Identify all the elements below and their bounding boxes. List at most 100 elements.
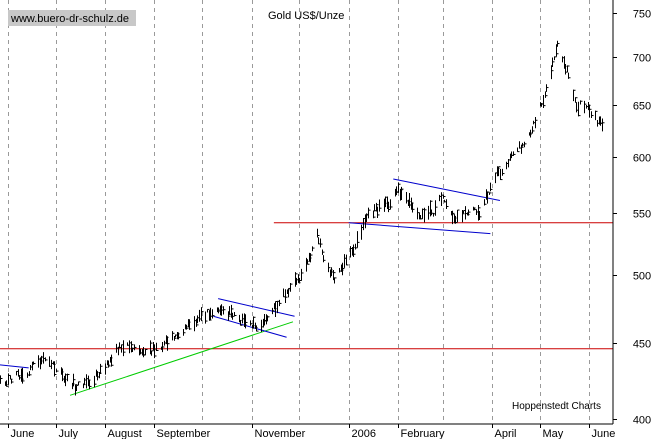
price-bar: [334, 277, 337, 284]
x-tick-label: April: [495, 428, 517, 439]
price-bar: [45, 357, 48, 362]
price-bar: [207, 308, 210, 313]
price-bar: [301, 268, 304, 281]
price-bar: [256, 325, 259, 332]
price-bar: [322, 249, 325, 255]
price-bar: [575, 97, 578, 103]
price-bar: [573, 89, 576, 102]
price-bar: [54, 361, 57, 377]
price-bar: [174, 336, 177, 341]
price-bar: [317, 228, 320, 238]
x-tick-label: July: [59, 428, 79, 439]
price-bar: [172, 331, 175, 341]
trend-line: [218, 298, 295, 317]
price-bar: [532, 126, 535, 134]
price-bar: [545, 91, 548, 98]
price-bar: [285, 289, 288, 304]
trend-line: [348, 222, 491, 235]
price-bar: [474, 207, 477, 211]
price-bar: [111, 354, 114, 367]
price-bar: [342, 262, 345, 276]
price-bar: [89, 379, 92, 390]
price-bar: [234, 312, 237, 317]
y-tick-label: 700: [633, 53, 651, 65]
price-bar: [11, 378, 14, 384]
price-bar: [178, 332, 181, 340]
price-bar: [377, 206, 380, 218]
trend-line: [69, 321, 294, 396]
price-bar: [105, 363, 108, 375]
price-bar: [183, 329, 186, 336]
price-bar: [353, 244, 356, 257]
price-bar: [240, 320, 243, 326]
price-bar: [272, 307, 275, 315]
price-bar: [162, 342, 165, 353]
price-bar: [398, 182, 401, 193]
price-bar: [312, 246, 315, 252]
price-bar: [552, 57, 555, 68]
price-bar: [154, 344, 157, 359]
x-tick-label: September: [157, 428, 211, 439]
price-bar: [328, 262, 331, 273]
price-bar: [567, 65, 570, 73]
price-bar: [250, 320, 253, 326]
price-bar: [131, 341, 134, 353]
price-bar: [323, 255, 326, 263]
price-bar: [134, 344, 137, 351]
price-bar: [490, 182, 493, 192]
trend-line: [393, 178, 501, 201]
price-bar: [267, 315, 270, 322]
price-bar: [513, 151, 516, 156]
price-bar: [595, 110, 598, 121]
price-bar: [333, 270, 336, 281]
x-axis-ticks: June July August September November 2006 Febru…: [8, 424, 615, 439]
price-bar: [412, 202, 415, 213]
x-tick-label: June: [11, 428, 35, 439]
price-bar: [379, 199, 382, 212]
price-bar: [468, 209, 471, 216]
price-bar: [189, 319, 192, 330]
price-bar: [320, 238, 323, 248]
price-bar: [357, 231, 360, 248]
price-bar: [186, 324, 189, 330]
x-tick-label: 2006: [352, 428, 376, 439]
x-tick-label: February: [401, 428, 446, 439]
price-bar: [500, 168, 503, 181]
price-bar: [196, 318, 199, 327]
y-tick-label: 500: [633, 271, 651, 283]
trend-lines: [0, 178, 613, 396]
price-bar: [73, 373, 76, 387]
price-bar: [455, 215, 458, 224]
price-bar: [487, 191, 490, 204]
price-bar: [521, 144, 524, 154]
price-bar: [346, 254, 349, 266]
price-bars: [0, 40, 605, 396]
price-bar: [279, 299, 282, 307]
price-bar: [388, 201, 391, 213]
credit-text: Hoppenstedt Charts: [512, 401, 601, 412]
price-bar: [580, 100, 583, 105]
y-tick-label: 600: [633, 153, 651, 165]
price-bar: [76, 384, 79, 391]
price-bar: [75, 384, 78, 396]
price-bar: [478, 204, 481, 221]
y-tick-label: 750: [633, 9, 651, 21]
x-tick-label: August: [108, 428, 142, 439]
price-bar: [307, 259, 310, 265]
price-bar: [22, 367, 25, 384]
price-bar: [6, 380, 9, 387]
price-bar: [355, 243, 358, 250]
chart-title: Gold US$/Unze: [268, 10, 344, 22]
price-bar: [167, 336, 170, 351]
price-bar: [33, 361, 36, 365]
price-bar: [443, 194, 446, 199]
price-bar: [232, 312, 235, 320]
price-bar: [457, 209, 460, 223]
price-bar: [446, 199, 449, 210]
price-bar: [540, 102, 543, 107]
watermark-background: [8, 10, 136, 26]
price-bar: [498, 166, 501, 177]
watermark-text: www.buero-dr-schulz.de: [10, 13, 129, 25]
price-bar: [557, 40, 560, 47]
